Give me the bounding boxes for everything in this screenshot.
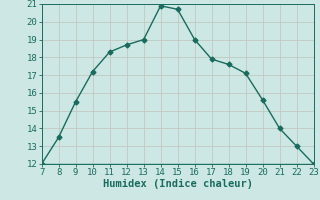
X-axis label: Humidex (Indice chaleur): Humidex (Indice chaleur) <box>103 179 252 189</box>
